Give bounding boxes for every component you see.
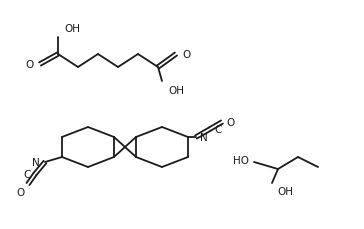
Text: O: O bbox=[182, 50, 190, 60]
Text: O: O bbox=[226, 117, 234, 128]
Text: C: C bbox=[214, 124, 221, 134]
Text: O: O bbox=[17, 187, 25, 197]
Text: HO: HO bbox=[233, 155, 249, 165]
Text: OH: OH bbox=[277, 186, 293, 196]
Text: O: O bbox=[26, 60, 34, 70]
Text: N: N bbox=[32, 157, 40, 167]
Text: OH: OH bbox=[64, 24, 80, 34]
Text: C: C bbox=[24, 169, 31, 179]
Text: N: N bbox=[200, 132, 208, 142]
Text: OH: OH bbox=[168, 86, 184, 95]
